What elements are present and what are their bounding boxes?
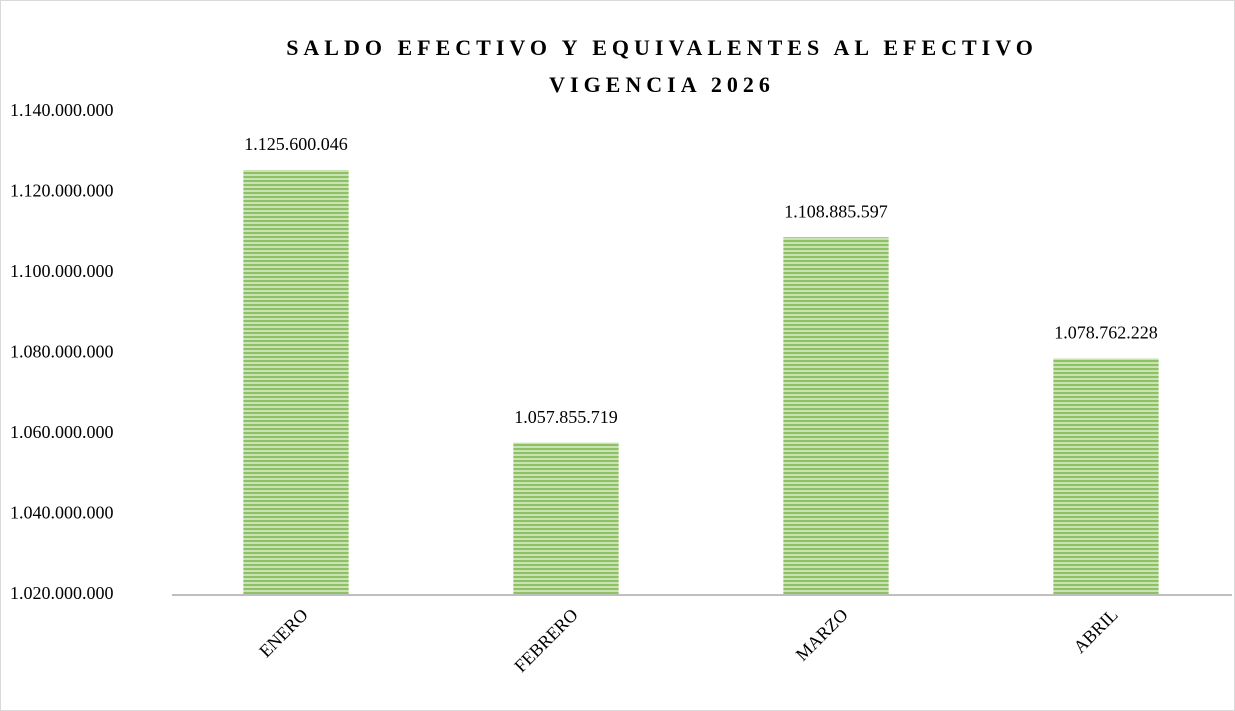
- y-tick-label: 1.080.000.000: [10, 342, 114, 362]
- x-tick-label: ABRIL: [1069, 605, 1121, 657]
- chart-title: SALDO EFECTIVO Y EQUIVALENTES AL EFECTIV…: [286, 35, 1038, 60]
- bar: [243, 169, 349, 595]
- y-tick-label: 1.060.000.000: [10, 422, 114, 442]
- y-tick-label: 1.140.000.000: [10, 100, 114, 120]
- bar: [1053, 358, 1159, 595]
- x-tick-label: ENERO: [255, 605, 312, 662]
- bar: [513, 442, 619, 595]
- data-label: 1.108.885.597: [784, 201, 888, 221]
- data-label: 1.057.855.719: [514, 407, 618, 427]
- y-tick-label: 1.020.000.000: [10, 583, 114, 603]
- x-tick-label: MARZO: [792, 605, 852, 665]
- y-tick-label: 1.040.000.000: [10, 503, 114, 523]
- x-tick-label: FEBRERO: [510, 605, 581, 676]
- data-label: 1.078.762.228: [1054, 323, 1158, 343]
- chart-title: VIGENCIA 2026: [549, 72, 775, 97]
- y-tick-label: 1.120.000.000: [10, 181, 114, 201]
- data-label: 1.125.600.046: [244, 134, 348, 154]
- y-tick-label: 1.100.000.000: [10, 261, 114, 281]
- bar: [783, 237, 889, 595]
